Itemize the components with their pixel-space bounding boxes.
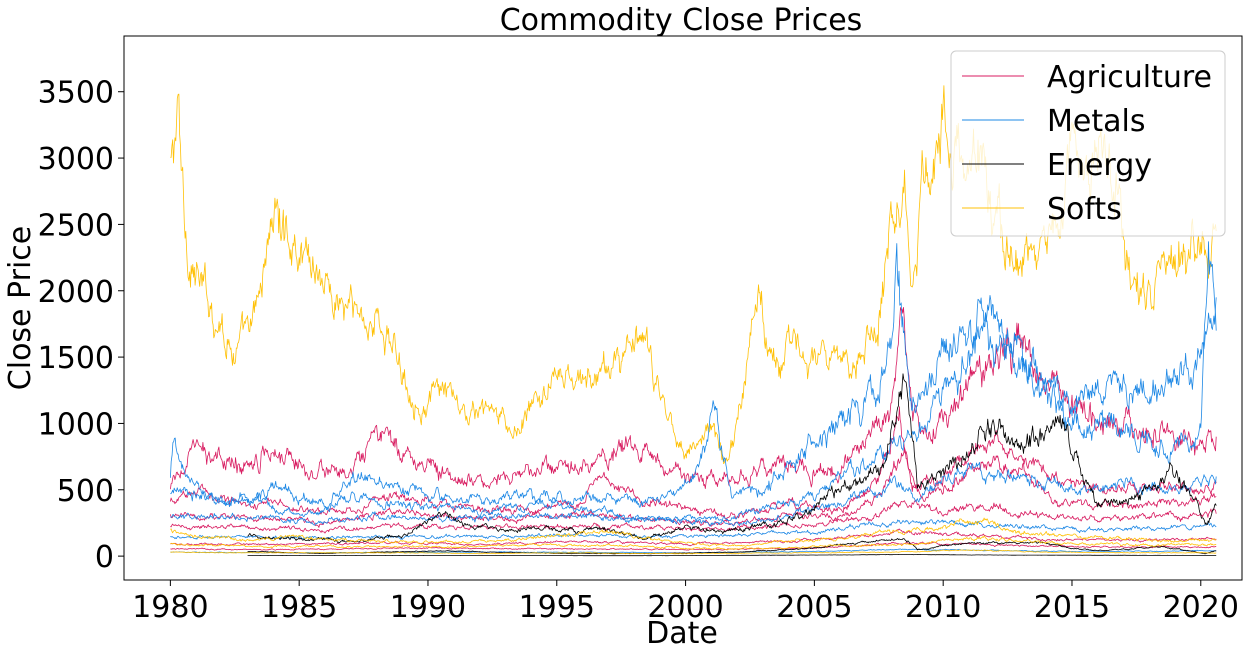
x-tick-label-1995: 1995 xyxy=(519,590,595,625)
series-line-softs-15 xyxy=(170,517,1217,547)
y-tick-label-2000: 2000 xyxy=(38,275,114,310)
x-tick-label-1985: 1985 xyxy=(261,590,337,625)
series-line-agriculture-2 xyxy=(170,406,1217,519)
y-tick-label-0: 0 xyxy=(95,540,114,575)
plot-frame xyxy=(123,35,1243,581)
y-tick-label-500: 500 xyxy=(57,474,114,509)
y-axis: 0 500 1000 1500 2000 2500 3000 3500 xyxy=(38,76,124,575)
series-layer xyxy=(170,85,1217,557)
y-tick-label-3500: 3500 xyxy=(38,76,114,111)
x-axis: 1980 1985 1990 1995 2000 2005 2010 2015 2020 xyxy=(132,580,1239,625)
y-tick-label-3000: 3000 xyxy=(38,142,114,177)
legend-label-softs: Softs xyxy=(1047,192,1122,227)
x-tick-label-2020: 2020 xyxy=(1163,590,1239,625)
series-line-softs-16 xyxy=(170,535,1217,551)
series-line-energy-13 xyxy=(247,538,1217,555)
series-line-energy-12 xyxy=(247,373,1217,543)
x-tick-label-2010: 2010 xyxy=(905,590,981,625)
x-tick-label-2000: 2000 xyxy=(647,590,723,625)
series-line-energy-14 xyxy=(247,554,1217,557)
x-tick-label-2005: 2005 xyxy=(776,590,852,625)
series-line-metals-8 xyxy=(170,241,1217,511)
legend-label-agriculture: Agriculture xyxy=(1047,60,1212,95)
x-tick-label-1990: 1990 xyxy=(390,590,466,625)
legend-box xyxy=(950,50,1226,237)
x-tick-label-2015: 2015 xyxy=(1034,590,1110,625)
legend: Agriculture Metals Energy Softs xyxy=(950,50,1226,237)
x-axis-title: Date xyxy=(646,616,718,651)
series-line-metals-10 xyxy=(170,519,1217,540)
y-axis-title: Close Price xyxy=(3,226,38,390)
series-line-metals-7 xyxy=(170,294,1217,524)
series-line-agriculture-4 xyxy=(170,499,1217,534)
y-tick-label-2500: 2500 xyxy=(38,208,114,243)
legend-label-metals: Metals xyxy=(1047,104,1145,139)
y-tick-label-1500: 1500 xyxy=(38,341,114,376)
chart-title: Commodity Close Prices xyxy=(500,3,863,38)
x-tick-label-1980: 1980 xyxy=(132,590,208,625)
series-line-softs-17 xyxy=(170,549,1217,555)
y-tick-label-1000: 1000 xyxy=(38,407,114,442)
legend-label-energy: Energy xyxy=(1047,148,1152,183)
series-line-agriculture-3 xyxy=(170,447,1217,528)
series-line-metals-9 xyxy=(170,461,1217,527)
